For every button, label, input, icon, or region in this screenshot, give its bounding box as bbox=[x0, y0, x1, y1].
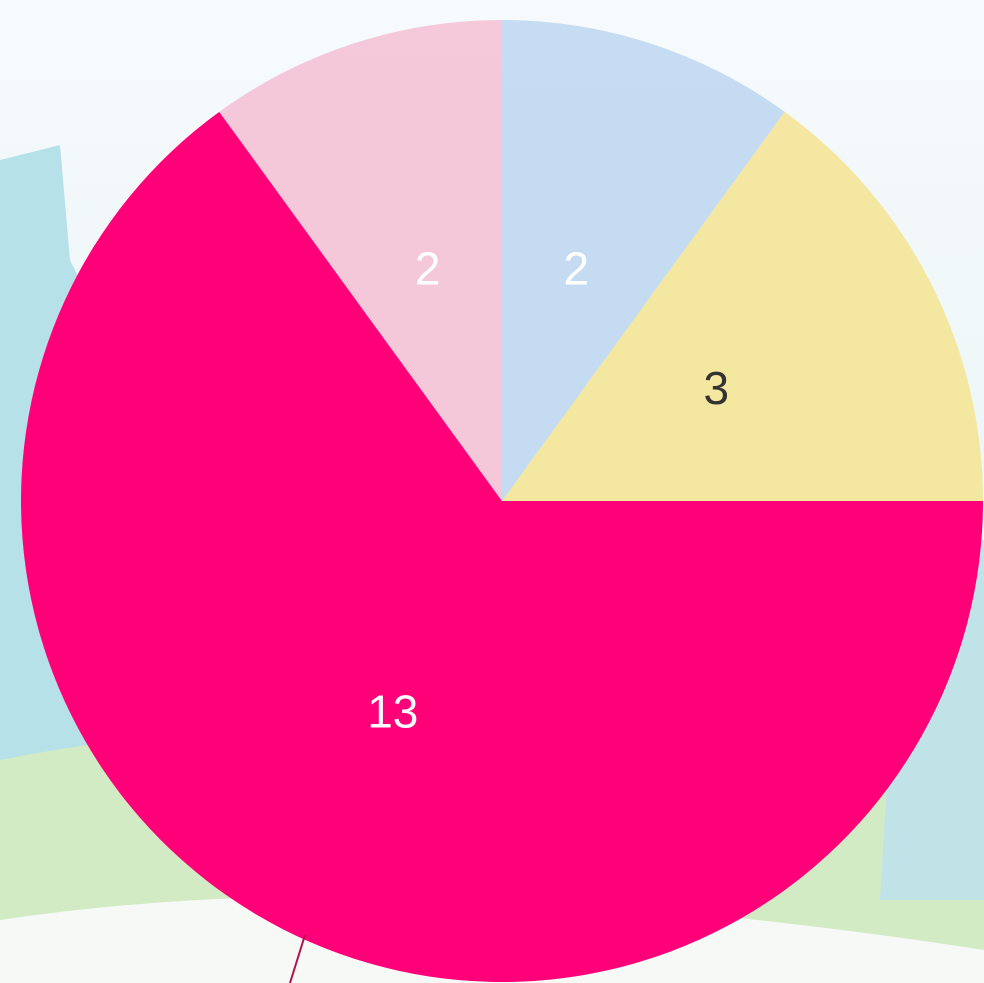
page: 23132 (() => { const data = JSON.parse(d… bbox=[0, 0, 984, 983]
data-label: 13 bbox=[367, 685, 418, 737]
data-label: 2 bbox=[415, 242, 441, 294]
chart: 2 3 13 2 bbox=[0, 0, 984, 983]
data-label: 2 bbox=[564, 242, 590, 294]
data-label: 3 bbox=[703, 362, 729, 414]
pie: 2 3 13 2 bbox=[21, 20, 983, 982]
